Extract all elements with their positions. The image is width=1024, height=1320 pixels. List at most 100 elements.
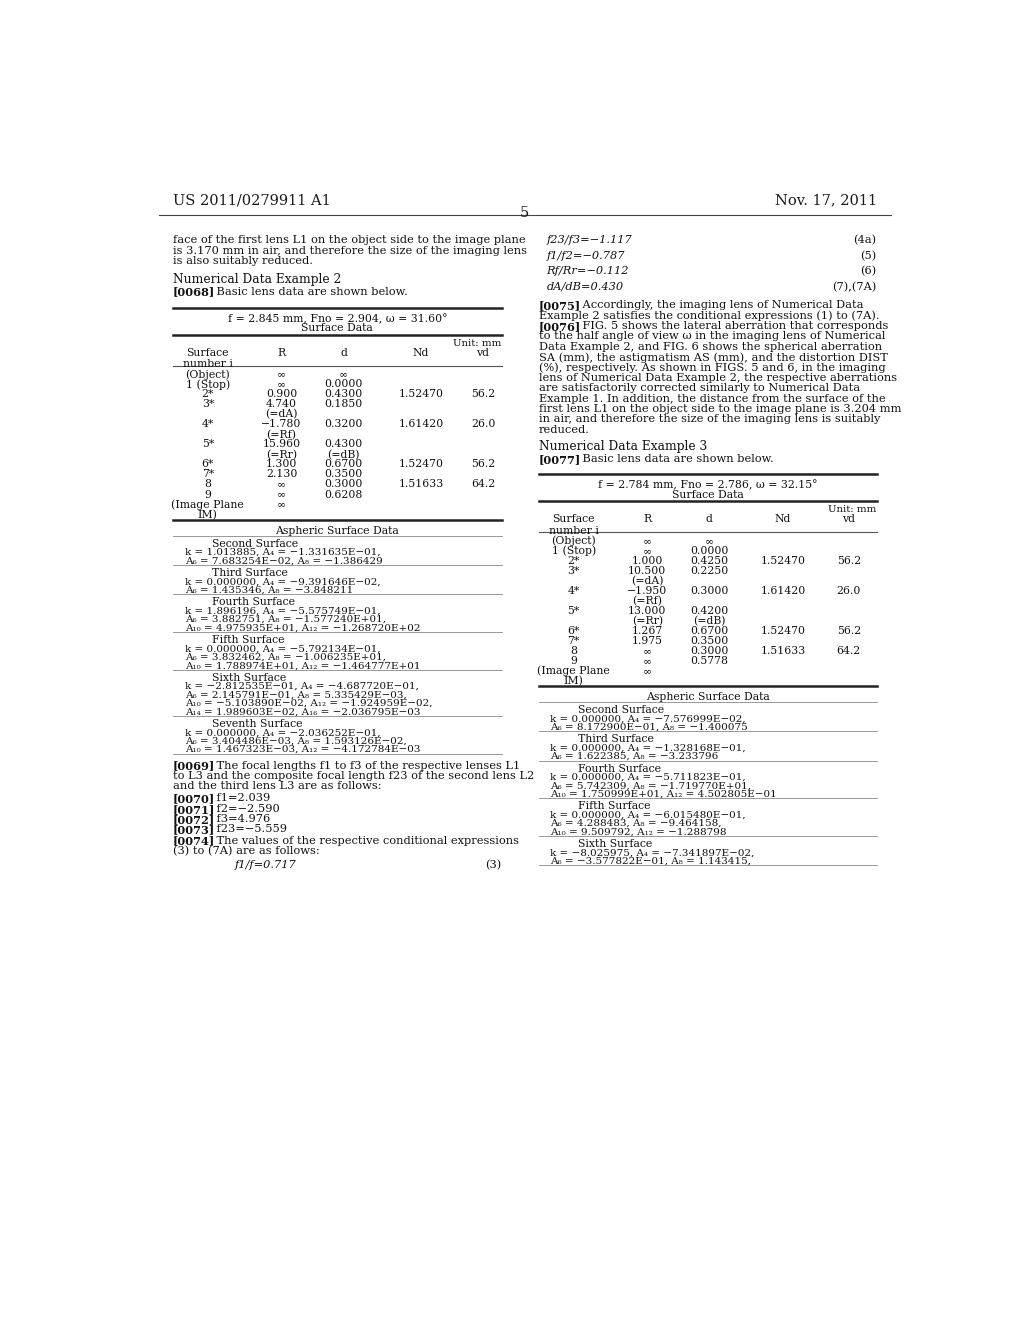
Text: (3) to (7A) are as follows:: (3) to (7A) are as follows: xyxy=(173,846,319,857)
Text: SA (mm), the astigmatism AS (mm), and the distortion DIST: SA (mm), the astigmatism AS (mm), and th… xyxy=(539,352,888,363)
Text: f = 2.784 mm, Fno = 2.786, ω = 32.15°: f = 2.784 mm, Fno = 2.786, ω = 32.15° xyxy=(598,479,817,490)
Text: Nov. 17, 2011: Nov. 17, 2011 xyxy=(774,193,877,207)
Text: ∞: ∞ xyxy=(643,665,651,676)
Text: vd: vd xyxy=(843,515,855,524)
Text: A₁₄ = 1.989603E−02, A₁₆ = −2.036795E−03: A₁₄ = 1.989603E−02, A₁₆ = −2.036795E−03 xyxy=(184,708,420,717)
Text: 8: 8 xyxy=(570,645,578,656)
Text: (=Rr): (=Rr) xyxy=(632,615,663,626)
Text: 0.5778: 0.5778 xyxy=(690,656,728,665)
Text: A₆ = 3.882751, A₈ = −1.577240E+01,: A₆ = 3.882751, A₈ = −1.577240E+01, xyxy=(184,615,386,624)
Text: A₁₀ = −5.103890E−02, A₁₂ = −1.924959E−02,: A₁₀ = −5.103890E−02, A₁₂ = −1.924959E−02… xyxy=(184,700,432,708)
Text: Fifth Surface: Fifth Surface xyxy=(578,801,650,812)
Text: A₁₀ = 1.788974E+01, A₁₂ = −1.464777E+01: A₁₀ = 1.788974E+01, A₁₂ = −1.464777E+01 xyxy=(184,661,420,671)
Text: 7*: 7* xyxy=(567,636,580,645)
Text: lens of Numerical Data Example 2, the respective aberrations: lens of Numerical Data Example 2, the re… xyxy=(539,372,897,383)
Text: [0074]: [0074] xyxy=(173,836,215,846)
Text: 0.6700: 0.6700 xyxy=(325,459,362,470)
Text: 0.0000: 0.0000 xyxy=(325,379,362,389)
Text: Fifth Surface: Fifth Surface xyxy=(212,635,285,645)
Text: 0.1850: 0.1850 xyxy=(325,400,362,409)
Text: 26.0: 26.0 xyxy=(837,586,861,595)
Text: 1.000: 1.000 xyxy=(632,556,663,566)
Text: k = 0.000000, A₄ = −7.576999E−02,: k = 0.000000, A₄ = −7.576999E−02, xyxy=(550,714,746,723)
Text: 0.3000: 0.3000 xyxy=(690,645,728,656)
Text: A₆ = 8.172900E−01, A₈ = −1.400075: A₆ = 8.172900E−01, A₈ = −1.400075 xyxy=(550,723,749,731)
Text: Seventh Surface: Seventh Surface xyxy=(212,719,302,729)
Text: 1.300: 1.300 xyxy=(266,459,297,470)
Text: Surface
number i: Surface number i xyxy=(183,348,232,370)
Text: dA/dB=0.430: dA/dB=0.430 xyxy=(547,281,624,292)
Text: (Object): (Object) xyxy=(551,536,596,546)
Text: Fourth Surface: Fourth Surface xyxy=(212,598,295,607)
Text: 3*: 3* xyxy=(567,566,580,576)
Text: 7*: 7* xyxy=(202,470,214,479)
Text: ∞: ∞ xyxy=(276,499,286,510)
Text: 2*: 2* xyxy=(202,389,214,400)
Text: A₁₀ = 9.509792, A₁₂ = −1.288798: A₁₀ = 9.509792, A₁₂ = −1.288798 xyxy=(550,828,727,837)
Text: [0068]: [0068] xyxy=(173,286,215,297)
Text: [0073]: [0073] xyxy=(173,825,215,836)
Text: ∞: ∞ xyxy=(643,545,651,556)
Text: 56.2: 56.2 xyxy=(837,626,861,636)
Text: Unit: mm: Unit: mm xyxy=(454,339,502,347)
Text: 0.4300: 0.4300 xyxy=(325,440,362,449)
Text: A₆ = 1.435346, A₈ = −3.848211: A₆ = 1.435346, A₈ = −3.848211 xyxy=(184,586,353,595)
Text: 6*: 6* xyxy=(202,459,214,470)
Text: 0.6208: 0.6208 xyxy=(325,490,362,499)
Text: f23=−5.559: f23=−5.559 xyxy=(203,825,288,834)
Text: Aspheric Surface Data: Aspheric Surface Data xyxy=(646,692,770,702)
Text: IM): IM) xyxy=(563,676,584,686)
Text: 0.4300: 0.4300 xyxy=(325,389,362,400)
Text: Numerical Data Example 2: Numerical Data Example 2 xyxy=(173,273,341,285)
Text: 1.61420: 1.61420 xyxy=(398,420,443,429)
Text: 15.960: 15.960 xyxy=(262,440,300,449)
Text: 1 (Stop): 1 (Stop) xyxy=(552,545,596,556)
Text: f3=4.976: f3=4.976 xyxy=(203,814,270,824)
Text: 5*: 5* xyxy=(567,606,580,615)
Text: 1 (Stop): 1 (Stop) xyxy=(185,379,230,389)
Text: Second Surface: Second Surface xyxy=(578,705,664,715)
Text: A₆ = 1.622385, A₈ = −3.233796: A₆ = 1.622385, A₈ = −3.233796 xyxy=(550,752,719,762)
Text: A₆ = 5.742309, A₈ = −1.719770E+01,: A₆ = 5.742309, A₈ = −1.719770E+01, xyxy=(550,781,752,791)
Text: [0075]: [0075] xyxy=(539,300,581,312)
Text: k = 0.000000, A₄ = −6.015480E−01,: k = 0.000000, A₄ = −6.015480E−01, xyxy=(550,810,746,820)
Text: −1.780: −1.780 xyxy=(261,420,302,429)
Text: The focal lengths f1 to f3 of the respective lenses L1: The focal lengths f1 to f3 of the respec… xyxy=(203,760,520,771)
Text: ∞: ∞ xyxy=(705,536,714,545)
Text: 0.3500: 0.3500 xyxy=(325,470,362,479)
Text: (=dA): (=dA) xyxy=(631,576,664,586)
Text: is 3.170 mm in air, and therefore the size of the imaging lens: is 3.170 mm in air, and therefore the si… xyxy=(173,246,527,256)
Text: 0.4200: 0.4200 xyxy=(690,606,728,615)
Text: Data Example 2, and FIG. 6 shows the spherical aberration: Data Example 2, and FIG. 6 shows the sph… xyxy=(539,342,882,351)
Text: Nd: Nd xyxy=(413,348,429,358)
Text: 1.52470: 1.52470 xyxy=(398,389,443,400)
Text: (4a): (4a) xyxy=(854,235,877,246)
Text: 0.4250: 0.4250 xyxy=(690,556,728,566)
Text: 1.52470: 1.52470 xyxy=(761,626,805,636)
Text: 0.3000: 0.3000 xyxy=(690,586,728,595)
Text: Third Surface: Third Surface xyxy=(578,734,653,744)
Text: [0072]: [0072] xyxy=(173,814,215,825)
Text: 1.52470: 1.52470 xyxy=(398,459,443,470)
Text: (6): (6) xyxy=(860,267,877,276)
Text: Nd: Nd xyxy=(775,515,792,524)
Text: first lens L1 on the object side to the image plane is 3.204 mm: first lens L1 on the object side to the … xyxy=(539,404,901,414)
Text: R: R xyxy=(643,515,651,524)
Text: 3*: 3* xyxy=(202,400,214,409)
Text: 26.0: 26.0 xyxy=(471,420,496,429)
Text: is also suitably reduced.: is also suitably reduced. xyxy=(173,256,313,267)
Text: A₆ = −3.577822E−01, A₈ = 1.143415,: A₆ = −3.577822E−01, A₈ = 1.143415, xyxy=(550,857,752,866)
Text: Basic lens data are shown below.: Basic lens data are shown below. xyxy=(203,286,409,297)
Text: Third Surface: Third Surface xyxy=(212,568,288,578)
Text: (=Rf): (=Rf) xyxy=(266,429,297,440)
Text: f1=2.039: f1=2.039 xyxy=(203,793,270,804)
Text: (=dB): (=dB) xyxy=(328,449,359,459)
Text: 1.51633: 1.51633 xyxy=(760,645,806,656)
Text: 56.2: 56.2 xyxy=(471,459,495,470)
Text: d: d xyxy=(706,515,713,524)
Text: 0.0000: 0.0000 xyxy=(690,545,728,556)
Text: and the third lens L3 are as follows:: and the third lens L3 are as follows: xyxy=(173,781,382,791)
Text: Example 2 satisfies the conditional expressions (1) to (7A).: Example 2 satisfies the conditional expr… xyxy=(539,310,880,321)
Text: The values of the respective conditional expressions: The values of the respective conditional… xyxy=(203,836,519,846)
Text: Basic lens data are shown below.: Basic lens data are shown below. xyxy=(568,454,774,463)
